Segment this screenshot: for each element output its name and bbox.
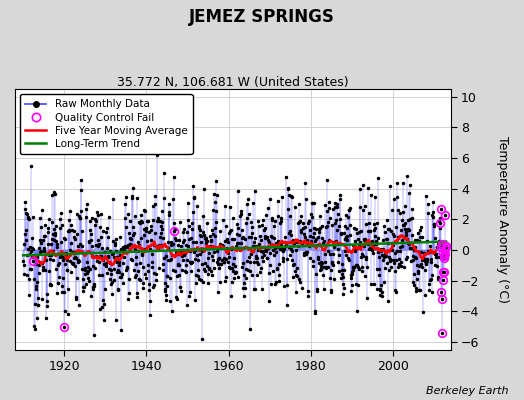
Text: Berkeley Earth: Berkeley Earth [426, 386, 508, 396]
Title: 35.772 N, 106.681 W (United States): 35.772 N, 106.681 W (United States) [117, 76, 348, 89]
Text: JEMEZ SPRINGS: JEMEZ SPRINGS [189, 8, 335, 26]
Y-axis label: Temperature Anomaly (°C): Temperature Anomaly (°C) [496, 136, 509, 303]
Legend: Raw Monthly Data, Quality Control Fail, Five Year Moving Average, Long-Term Tren: Raw Monthly Data, Quality Control Fail, … [20, 94, 192, 154]
